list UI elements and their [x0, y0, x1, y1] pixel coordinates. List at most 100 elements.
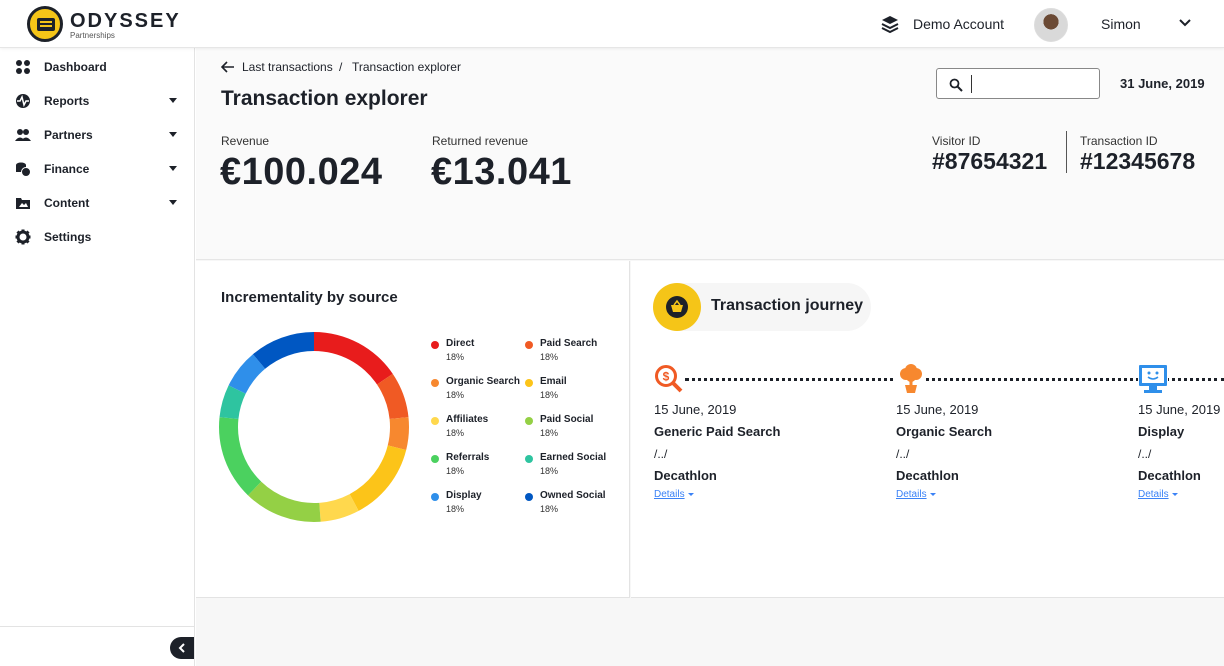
legend-label: Paid Search [540, 338, 598, 349]
page-title: Transaction explorer [221, 87, 428, 110]
returned-revenue-value: €13.041 [431, 151, 572, 193]
sidebar-item-finance[interactable]: Finance [0, 154, 195, 184]
pulse-icon [16, 94, 30, 108]
journey-timeline [685, 378, 1224, 381]
legend-item-direct: Direct 18% [431, 338, 521, 366]
legend-label: Email [540, 376, 567, 387]
donut-slice-affiliates [319, 494, 359, 522]
legend-value: 18% [540, 390, 559, 400]
folder-icon [16, 198, 30, 209]
legend-swatch [525, 455, 533, 463]
legend-swatch [431, 455, 439, 463]
legend-label: Referrals [446, 452, 490, 463]
sidebar-divider [0, 626, 195, 627]
breadcrumb-parent-link[interactable]: Last transactions [242, 60, 333, 74]
donut-slice-referrals [219, 417, 262, 496]
user-name[interactable]: Simon [1101, 16, 1141, 32]
sidebar-item-label: Partners [44, 128, 93, 142]
chart-title: Incrementality by source [221, 289, 398, 306]
avatar[interactable] [1034, 8, 1068, 42]
date-label: 31 June, 2019 [1120, 76, 1205, 91]
brand-logo-icon[interactable] [27, 6, 63, 42]
sidebar-item-label: Reports [44, 94, 90, 108]
legend-label: Direct [446, 338, 475, 349]
step-details-link[interactable]: Details [1138, 489, 1178, 500]
donut-slice-display [228, 354, 266, 394]
legend-value: 18% [540, 504, 559, 514]
chevron-down-icon[interactable] [1178, 16, 1192, 30]
legend-value: 18% [446, 504, 465, 514]
legend-value: 18% [540, 428, 559, 438]
legend-label: Affiliates [446, 414, 489, 425]
legend-item-display: Display 18% [431, 490, 521, 518]
sidebar-item-content[interactable]: Content [0, 188, 195, 218]
legend-item-owned-social: Owned Social 18% [525, 490, 615, 518]
donut-slice-direct [314, 332, 393, 385]
main-content: Last transactions / Transaction explorer… [196, 48, 1224, 666]
legend-swatch [525, 417, 533, 425]
revenue-label: Revenue [221, 134, 270, 148]
incrementality-donut-chart [219, 332, 409, 522]
returned-revenue-label: Returned revenue [432, 134, 529, 148]
search-box[interactable] [936, 68, 1100, 99]
users-icon [15, 129, 31, 141]
step-source: Organic Search [896, 424, 993, 439]
search-icon [949, 78, 963, 92]
legend-value: 18% [446, 428, 465, 438]
search-dollar-icon: $ [654, 364, 684, 394]
sidebar-item-label: Dashboard [44, 60, 107, 74]
visitor-id-value: #87654321 [932, 148, 1048, 174]
donut-slice-earned-social [219, 385, 246, 420]
caret-down-icon [169, 200, 177, 205]
legend-swatch [431, 341, 439, 349]
account-switcher[interactable]: Demo Account [913, 16, 1005, 32]
legend-item-referrals: Referrals 18% [431, 452, 521, 480]
sidebar-item-reports[interactable]: Reports [0, 86, 195, 116]
step-details-link[interactable]: Details [896, 489, 936, 500]
legend-swatch [525, 379, 533, 387]
collapse-sidebar-button[interactable] [170, 637, 194, 659]
caret-down-icon [169, 166, 177, 171]
search-input[interactable] [971, 75, 1091, 93]
legend-item-paid-social: Paid Social 18% [525, 414, 615, 442]
transaction-id-label: Transaction ID [1080, 134, 1158, 148]
breadcrumb-separator: / [339, 60, 343, 74]
monitor-icon [1138, 364, 1168, 394]
journey-title: Transaction journey [711, 297, 864, 314]
svg-text:$: $ [663, 370, 670, 384]
sidebar-item-settings[interactable]: Settings [0, 222, 195, 252]
legend-value: 18% [446, 466, 465, 476]
transaction-id-value: #12345678 [1080, 148, 1196, 174]
caret-down-icon [169, 98, 177, 103]
journey-header: Transaction journey [653, 283, 871, 331]
legend-label: Display [446, 490, 482, 501]
donut-slice-email [349, 445, 407, 511]
step-details-link[interactable]: Details [654, 489, 694, 500]
brand-subtitle: Partnerships [70, 31, 115, 40]
donut-slice-organic-search [387, 417, 409, 450]
legend-swatch [431, 417, 439, 425]
legend-value: 18% [446, 352, 465, 362]
layers-icon [881, 16, 899, 34]
legend-item-organic-search: Organic Search 18% [431, 376, 521, 404]
journey-step: $ 15 June, 2019 Generic Paid Search /../… [654, 364, 814, 504]
sidebar: Dashboard Reports Partners Finance Conte… [0, 48, 195, 666]
donut-slice-owned-social [252, 332, 314, 369]
legend-value: 18% [540, 352, 559, 362]
step-merchant: Decathlon [1138, 468, 1201, 483]
arrow-left-icon[interactable] [221, 61, 235, 73]
revenue-value: €100.024 [220, 151, 383, 193]
sidebar-item-label: Content [44, 196, 90, 210]
legend-label: Paid Social [540, 414, 594, 425]
legend-value: 18% [446, 390, 465, 400]
step-source: Generic Paid Search [654, 424, 781, 439]
legend-item-earned-social: Earned Social 18% [525, 452, 615, 480]
legend-label: Earned Social [540, 452, 607, 463]
legend-swatch [431, 493, 439, 501]
journey-step: 15 June, 2019 Display /../ Decathlon Det… [1138, 364, 1224, 504]
sidebar-item-partners[interactable]: Partners [0, 120, 195, 150]
step-merchant: Decathlon [654, 468, 717, 483]
plant-icon [896, 364, 926, 394]
sidebar-item-dashboard[interactable]: Dashboard [0, 52, 195, 82]
legend-label: Owned Social [540, 490, 606, 501]
